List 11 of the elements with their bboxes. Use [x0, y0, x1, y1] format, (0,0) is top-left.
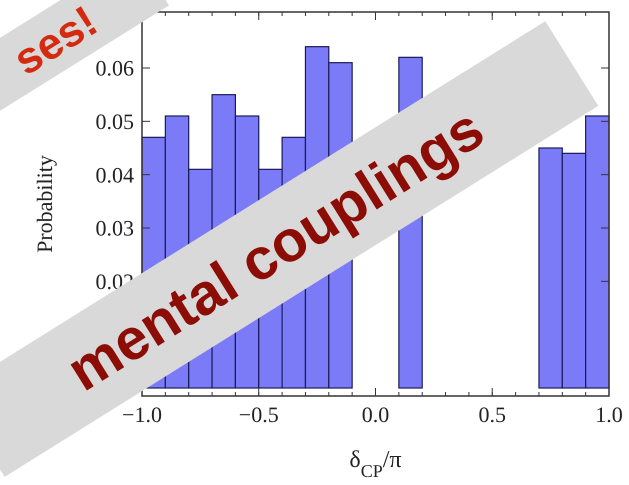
x-tick-label: 0.5 [478, 402, 506, 427]
y-tick-label: 0.05 [96, 109, 134, 134]
x-axis-title: δ$_{CP}$/π [349, 447, 402, 481]
y-tick-label: 0.04 [96, 162, 134, 188]
x-tick-label: 1.0 [595, 402, 623, 427]
x-tick-label: −1.0 [122, 402, 162, 427]
x-tick-label: 0.0 [362, 402, 390, 427]
y-tick-label: 0.03 [96, 216, 134, 241]
y-axis-title: Probability [32, 155, 57, 253]
x-tick-label: −0.5 [238, 402, 279, 427]
y-tick-label: 0.06 [96, 56, 134, 81]
